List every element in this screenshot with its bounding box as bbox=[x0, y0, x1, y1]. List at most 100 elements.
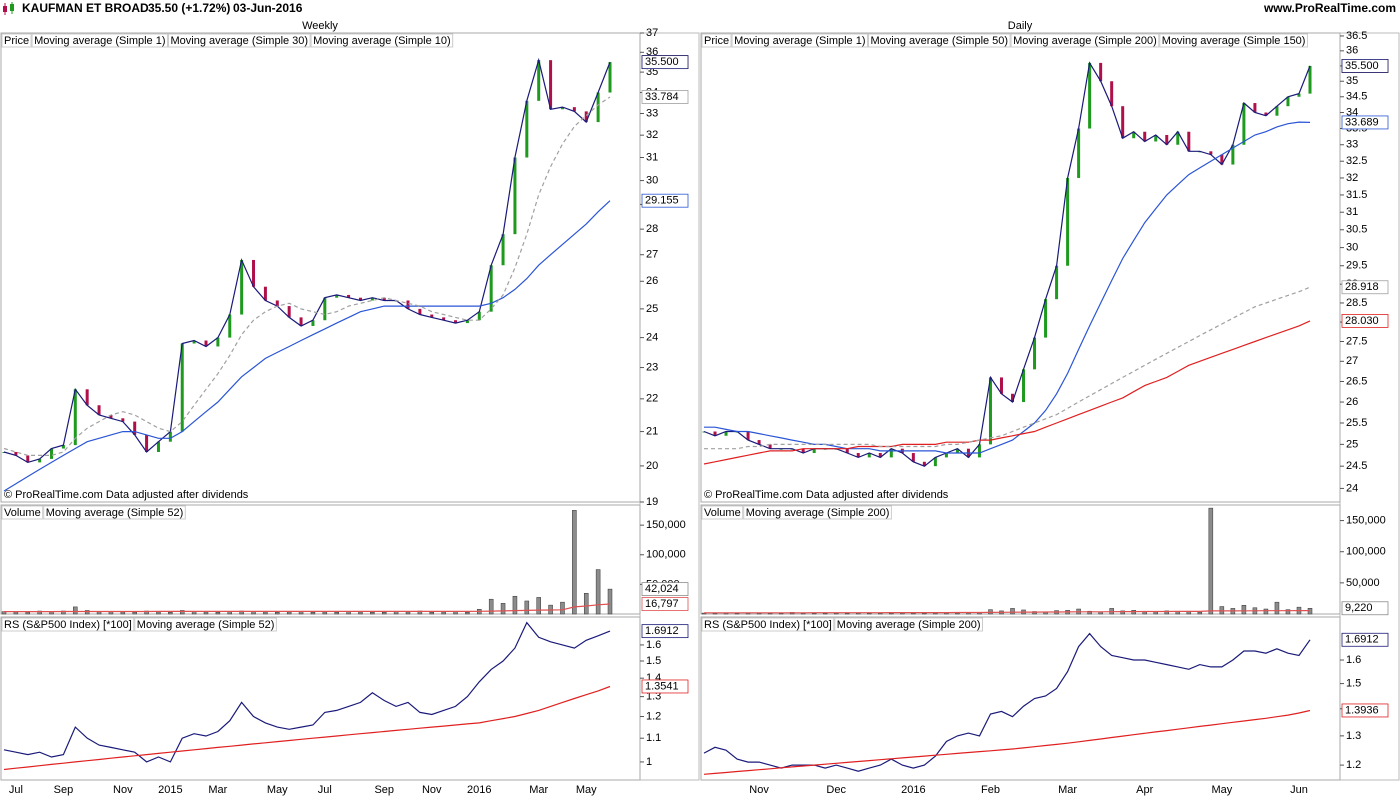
volume-bar bbox=[500, 603, 506, 615]
volume-bar bbox=[595, 569, 601, 615]
legend-box bbox=[1159, 33, 1308, 48]
series-line bbox=[4, 603, 611, 613]
candle bbox=[1110, 81, 1114, 107]
last-value-tag-box bbox=[1341, 601, 1389, 616]
candle bbox=[370, 297, 374, 301]
volume-bar bbox=[275, 611, 280, 615]
candle bbox=[955, 448, 959, 454]
y-tick-label: 34.5 bbox=[1346, 91, 1367, 103]
candle bbox=[477, 311, 481, 321]
candle bbox=[133, 421, 137, 435]
volume-bar bbox=[1241, 605, 1247, 615]
y-tick-label: 29.5 bbox=[1346, 260, 1367, 272]
legend-box bbox=[834, 617, 983, 632]
y-tick-label: 24.5 bbox=[1346, 460, 1367, 472]
candle bbox=[204, 340, 208, 347]
candle bbox=[1099, 62, 1103, 82]
last-value-tag-box bbox=[641, 193, 689, 208]
candle bbox=[97, 405, 101, 416]
candle bbox=[856, 453, 860, 458]
candle bbox=[465, 320, 469, 324]
pane-frame bbox=[0, 504, 641, 615]
candle bbox=[252, 259, 256, 287]
candle bbox=[1220, 154, 1224, 165]
volume-bar bbox=[778, 613, 784, 615]
candle bbox=[999, 377, 1003, 394]
legend-box bbox=[731, 33, 869, 48]
volume-bar bbox=[512, 595, 518, 615]
last-value-tag-box bbox=[641, 582, 689, 597]
y-tick-label: 1.3 bbox=[646, 691, 661, 703]
candle bbox=[61, 445, 65, 449]
panel-title: Weekly bbox=[302, 20, 338, 32]
candle bbox=[867, 453, 871, 458]
candle bbox=[418, 308, 422, 315]
x-tick-label: Mar bbox=[1058, 784, 1077, 796]
y-tick-label: 27.5 bbox=[1346, 335, 1367, 347]
candle bbox=[489, 265, 493, 312]
symbol: KAUFMAN ET BROAD bbox=[22, 1, 149, 15]
last-value-tag-box bbox=[1341, 314, 1389, 328]
candle bbox=[228, 314, 232, 338]
volume-bar bbox=[286, 611, 292, 615]
volume-bar bbox=[1219, 606, 1225, 615]
candle bbox=[1308, 65, 1312, 94]
volume-bar bbox=[1087, 610, 1092, 615]
last-value-tag: 1.6912 bbox=[1345, 634, 1379, 646]
last-value-tag: 35.500 bbox=[1345, 60, 1379, 72]
y-tick-label: 31.5 bbox=[1346, 189, 1367, 201]
volume-bar bbox=[73, 606, 78, 615]
last-value-tag: 28.030 bbox=[1345, 315, 1379, 327]
last-value-tag: 1.3936 bbox=[1345, 704, 1379, 716]
series-line bbox=[3, 621, 611, 763]
series-line bbox=[703, 320, 1311, 465]
candle bbox=[145, 434, 149, 452]
volume-bar bbox=[168, 611, 173, 615]
candle bbox=[1176, 131, 1180, 145]
y-tick-label: 33 bbox=[1346, 139, 1358, 151]
legend-box bbox=[1, 33, 32, 48]
y-tick-label: 1.6 bbox=[1346, 654, 1361, 666]
y-tick-label: 32 bbox=[1346, 172, 1358, 184]
candle bbox=[1165, 134, 1169, 145]
candle bbox=[977, 444, 981, 458]
last-value-tag: 33.689 bbox=[1345, 116, 1379, 128]
candle bbox=[1121, 106, 1125, 139]
y-tick-label: 1.3 bbox=[1346, 730, 1361, 742]
x-tick-label: Feb bbox=[981, 784, 1000, 796]
volume-bar bbox=[120, 611, 126, 615]
last-value-tag: 35.500 bbox=[645, 56, 679, 68]
volume-bar bbox=[263, 611, 268, 615]
last-value-tag-box bbox=[641, 55, 689, 70]
site: www.ProRealTime.com bbox=[1263, 1, 1396, 15]
candle bbox=[1242, 103, 1246, 145]
candle bbox=[275, 300, 279, 307]
footnote: © ProRealTime.com Data adjusted after di… bbox=[4, 489, 249, 501]
last-value-tag: 1.3541 bbox=[645, 680, 679, 692]
candle bbox=[240, 259, 244, 315]
candle bbox=[1275, 106, 1279, 116]
candle bbox=[988, 377, 992, 445]
candle bbox=[85, 389, 89, 406]
last-value-tag-box bbox=[1341, 59, 1389, 73]
legend-entry: Moving average (Simple 50) bbox=[871, 35, 1009, 47]
series-line bbox=[704, 121, 1311, 454]
volume-bar bbox=[1010, 608, 1015, 615]
candle bbox=[525, 100, 529, 158]
volume-bar bbox=[889, 612, 894, 615]
y-tick-label: 37 bbox=[646, 27, 658, 39]
legend-box bbox=[1, 617, 135, 632]
candle bbox=[156, 441, 160, 452]
candle bbox=[757, 440, 761, 445]
y-tick-label: 1 bbox=[646, 756, 652, 768]
candle bbox=[1066, 177, 1070, 266]
legend-entry: RS (S&P500 Index) [*100] bbox=[4, 619, 132, 631]
y-tick-label: 30 bbox=[1346, 242, 1358, 254]
last-value-tag-box bbox=[641, 679, 689, 694]
volume-bar bbox=[1208, 507, 1214, 615]
candle bbox=[1055, 265, 1059, 300]
last-value-tag-box bbox=[641, 624, 689, 639]
